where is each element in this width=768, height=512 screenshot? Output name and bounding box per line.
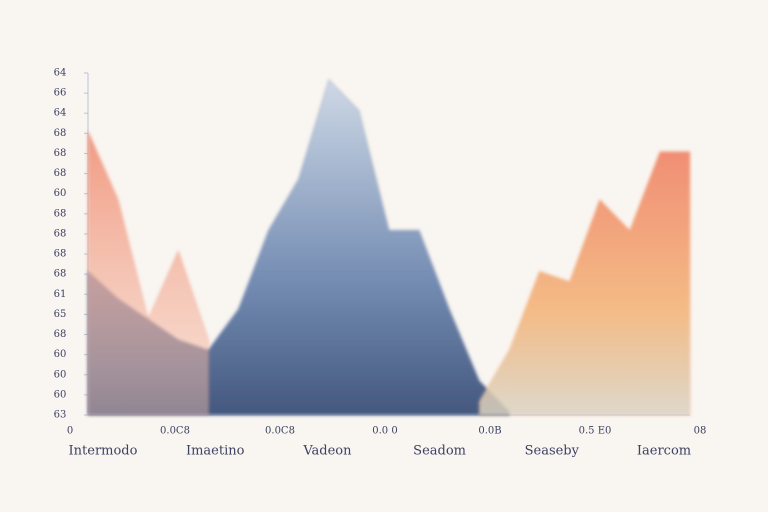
y-tick-label: 68 xyxy=(54,329,67,340)
area xyxy=(478,151,691,416)
category-label: Iaercom xyxy=(637,444,691,459)
y-tick-label: 68 xyxy=(54,249,67,260)
x-tick-label: 0.0C8 xyxy=(160,426,190,437)
y-tick-label: 68 xyxy=(54,208,67,219)
y-tick-label: 60 xyxy=(54,349,67,360)
category-label: Intermodo xyxy=(69,444,138,459)
category-label: Imaetino xyxy=(186,444,245,459)
y-tick-label: 60 xyxy=(54,188,67,199)
y-tick-label: 68 xyxy=(54,168,67,179)
y-tick-label: 68 xyxy=(54,148,67,159)
x-tick-label: 0.5 E0 xyxy=(579,426,612,437)
y-tick-label: 64 xyxy=(54,68,67,79)
category-label: Vadeon xyxy=(302,444,352,459)
y-tick-label: 65 xyxy=(54,309,67,320)
x-tick-label: 08 xyxy=(694,426,707,437)
y-tick-label: 64 xyxy=(54,108,67,119)
category-label: Seadom xyxy=(413,444,466,459)
x-tick-label: 0.0 0 xyxy=(372,426,397,437)
y-tick-label: 68 xyxy=(54,128,67,139)
y-tick-label: 68 xyxy=(54,228,67,239)
x-tick-label: 0 xyxy=(67,426,73,437)
y-tick-label: 60 xyxy=(54,389,67,400)
y-tick-label: 66 xyxy=(54,88,67,99)
category-label: Seaseby xyxy=(525,444,580,459)
x-tick-label: 0.0B xyxy=(478,426,501,437)
y-tick-label: 61 xyxy=(54,289,67,300)
x-tick-label: 0.0C8 xyxy=(265,426,295,437)
y-tick-label: 63 xyxy=(54,410,67,421)
area xyxy=(87,130,209,416)
y-tick-label: 68 xyxy=(54,269,67,280)
y-tick-label: 60 xyxy=(54,369,67,380)
